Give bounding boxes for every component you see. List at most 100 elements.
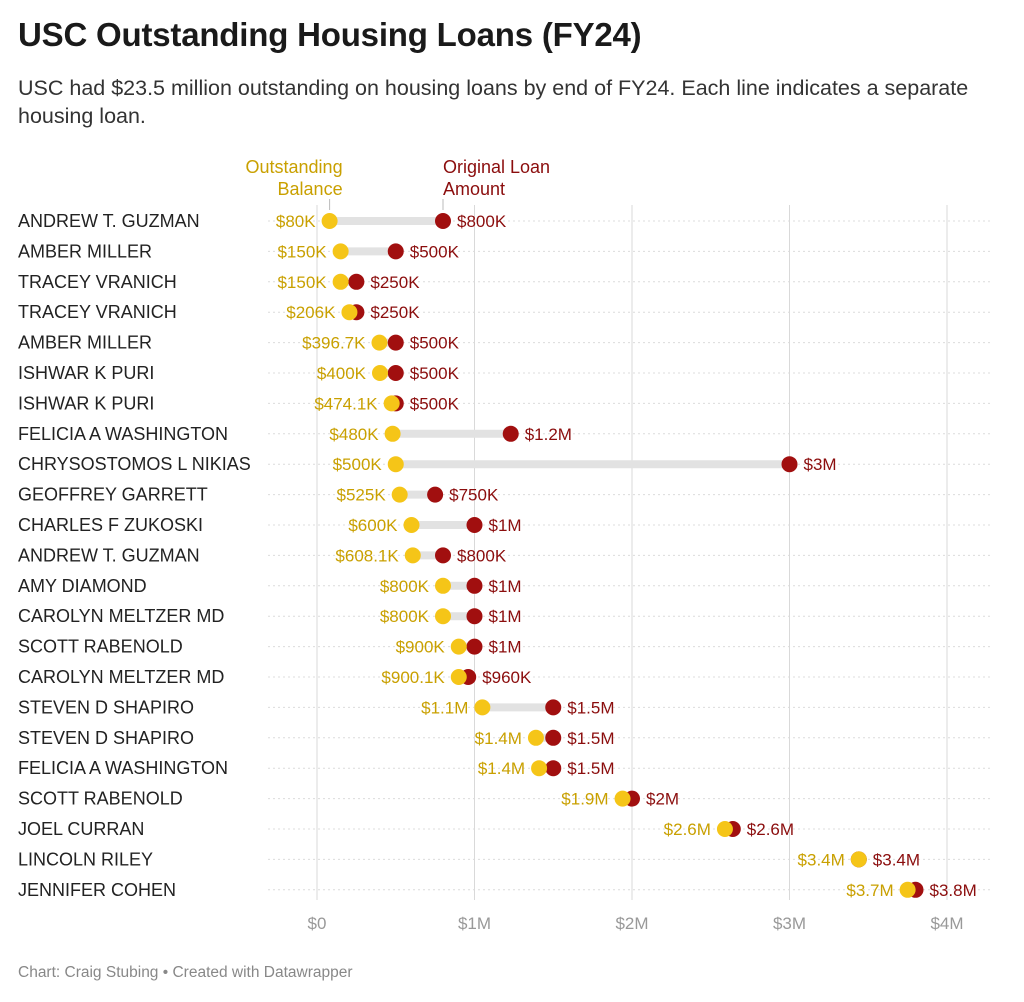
balance-value-label: $3.7M bbox=[846, 881, 893, 900]
outstanding-balance-dot bbox=[341, 304, 358, 321]
outstanding-balance-dot bbox=[450, 638, 467, 655]
balance-value-label: $1.1M bbox=[421, 698, 468, 717]
row-name-label: GEOFFREY GARRETT bbox=[18, 485, 208, 505]
balance-value-label: $608.1K bbox=[335, 546, 399, 565]
original-value-label: $3M bbox=[804, 455, 837, 474]
x-tick-label: $2M bbox=[615, 914, 648, 933]
row-name-label: ANDREW T. GUZMAN bbox=[18, 211, 200, 231]
balance-value-label: $150K bbox=[277, 242, 327, 261]
legend-original-label: Amount bbox=[443, 179, 505, 199]
row-name-label: STEVEN D SHAPIRO bbox=[18, 697, 194, 717]
balance-value-label: $474.1K bbox=[314, 394, 378, 413]
original-value-label: $1M bbox=[489, 577, 522, 596]
balance-value-label: $800K bbox=[380, 607, 430, 626]
original-value-label: $250K bbox=[370, 303, 420, 322]
original-value-label: $2.6M bbox=[747, 820, 794, 839]
row-name-label: CHRYSOSTOMOS L NIKIAS bbox=[18, 454, 251, 474]
original-value-label: $750K bbox=[449, 486, 499, 505]
balance-value-label: $480K bbox=[329, 425, 379, 444]
original-amount-dot bbox=[466, 608, 483, 625]
balance-value-label: $80K bbox=[276, 212, 316, 231]
original-value-label: $1M bbox=[489, 638, 522, 657]
balance-value-label: $600K bbox=[348, 516, 398, 535]
outstanding-balance-dot bbox=[384, 425, 401, 442]
x-tick-label: $3M bbox=[773, 914, 806, 933]
balance-value-label: $206K bbox=[286, 303, 336, 322]
original-amount-dot bbox=[545, 729, 562, 746]
original-value-label: $500K bbox=[410, 242, 460, 261]
original-value-label: $1.5M bbox=[567, 759, 614, 778]
chart-subtitle: USC had $23.5 million outstanding on hou… bbox=[18, 76, 969, 128]
original-value-label: $800K bbox=[457, 212, 507, 231]
outstanding-balance-dot bbox=[716, 821, 733, 837]
x-tick-label: $0 bbox=[308, 914, 327, 933]
original-value-label: $2M bbox=[646, 790, 679, 809]
balance-value-label: $900K bbox=[396, 638, 446, 657]
row-name-label: AMBER MILLER bbox=[18, 241, 152, 261]
row-name-label: JOEL CURRAN bbox=[18, 819, 144, 839]
chart-title: USC Outstanding Housing Loans (FY24) bbox=[18, 16, 642, 53]
original-value-label: $500K bbox=[410, 334, 460, 353]
row-name-label: JENNIFER COHEN bbox=[18, 880, 176, 900]
original-value-label: $500K bbox=[410, 394, 460, 413]
row-name-label: CAROLYN MELTZER MD bbox=[18, 606, 224, 626]
original-amount-dot bbox=[435, 213, 451, 229]
balance-value-label: $900.1K bbox=[381, 668, 445, 687]
balance-value-label: $1.4M bbox=[478, 759, 525, 778]
outstanding-balance-dot bbox=[383, 395, 400, 412]
original-value-label: $3.8M bbox=[930, 881, 977, 900]
outstanding-balance-dot bbox=[403, 517, 420, 533]
x-tick-label: $1M bbox=[458, 914, 491, 933]
outstanding-balance-dot bbox=[531, 760, 548, 777]
outstanding-balance-dot bbox=[372, 365, 388, 381]
row-name-label: LINCOLN RILEY bbox=[18, 849, 153, 869]
original-value-label: $500K bbox=[410, 364, 460, 383]
row-name-label: ANDREW T. GUZMAN bbox=[18, 545, 200, 565]
balance-value-label: $3.4M bbox=[798, 850, 845, 869]
original-amount-dot bbox=[781, 456, 798, 473]
row-name-label: SCOTT RABENOLD bbox=[18, 637, 183, 657]
original-amount-dot bbox=[348, 273, 365, 290]
original-amount-dot bbox=[387, 243, 404, 260]
balance-value-label: $396.7K bbox=[302, 334, 366, 353]
original-value-label: $1M bbox=[489, 516, 522, 535]
row-name-label: FELICIA A WASHINGTON bbox=[18, 758, 228, 778]
row-name-label: TRACEY VRANICH bbox=[18, 302, 177, 322]
row-name-label: FELICIA A WASHINGTON bbox=[18, 424, 228, 444]
row-name-label: STEVEN D SHAPIRO bbox=[18, 728, 194, 748]
row-name-label: TRACEY VRANICH bbox=[18, 272, 177, 292]
original-amount-dot bbox=[502, 425, 519, 442]
original-amount-dot bbox=[466, 577, 483, 594]
original-value-label: $3.4M bbox=[873, 850, 920, 869]
outstanding-balance-dot bbox=[850, 851, 867, 868]
original-amount-dot bbox=[545, 699, 562, 716]
outstanding-balance-dot bbox=[614, 790, 631, 807]
x-tick-label: $4M bbox=[930, 914, 963, 933]
original-value-label: $1.2M bbox=[525, 425, 572, 444]
legend-balance-label: Balance bbox=[278, 179, 343, 199]
outstanding-balance-dot bbox=[450, 669, 467, 685]
outstanding-balance-dot bbox=[435, 577, 451, 594]
original-amount-dot bbox=[466, 517, 483, 533]
outstanding-balance-dot bbox=[332, 243, 349, 260]
outstanding-balance-dot bbox=[321, 213, 338, 229]
row-name-label: ISHWAR K PURI bbox=[18, 393, 154, 413]
outstanding-balance-dot bbox=[404, 547, 421, 564]
outstanding-balance-dot bbox=[332, 273, 349, 290]
original-amount-dot bbox=[545, 760, 562, 777]
outstanding-balance-dot bbox=[527, 729, 544, 746]
original-amount-dot bbox=[427, 486, 444, 503]
balance-value-label: $1.4M bbox=[475, 729, 522, 748]
outstanding-balance-dot bbox=[435, 608, 451, 625]
original-value-label: $1.5M bbox=[567, 698, 614, 717]
original-amount-dot bbox=[387, 334, 404, 351]
balance-value-label: $400K bbox=[317, 364, 367, 383]
outstanding-balance-dot bbox=[899, 881, 916, 898]
outstanding-balance-dot bbox=[391, 486, 408, 503]
balance-value-label: $1.9M bbox=[561, 790, 608, 809]
balance-value-label: $800K bbox=[380, 577, 430, 596]
original-amount-dot bbox=[466, 638, 483, 655]
row-name-label: CHARLES F ZUKOSKI bbox=[18, 515, 203, 535]
original-amount-dot bbox=[435, 547, 451, 564]
